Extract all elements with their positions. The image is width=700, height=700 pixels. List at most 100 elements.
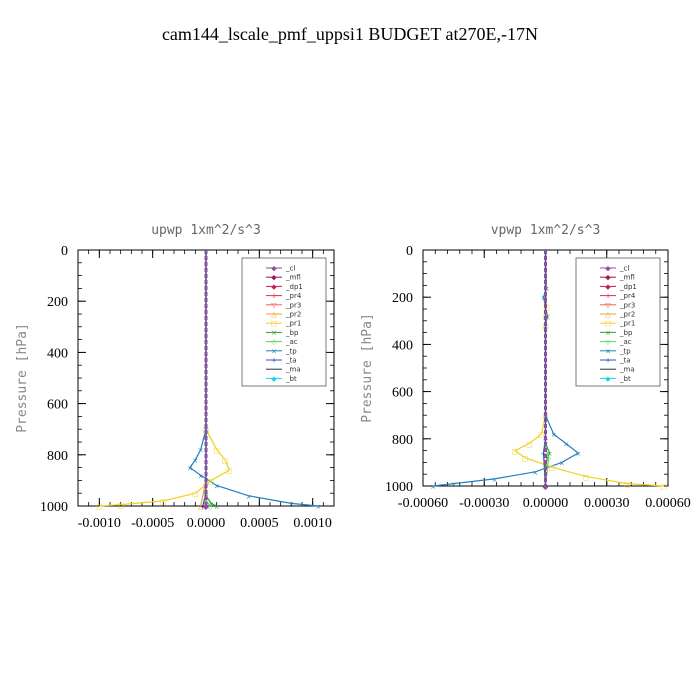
legend-marker: △ (271, 311, 277, 319)
series-marker-pr1: □ (222, 457, 229, 465)
series-marker-tp: × (492, 476, 498, 484)
series-marker-pr1: □ (522, 455, 529, 463)
series-marker-pr1: □ (512, 448, 519, 456)
legend-label: _pr3 (619, 301, 635, 309)
legend-label: _ac (285, 338, 298, 346)
legend-marker: ◆ (605, 274, 611, 282)
legend-marker: ◆ (271, 265, 277, 273)
series-marker-bp: × (214, 503, 220, 511)
y-tick-label: 1000 (385, 480, 413, 495)
series-marker-ac: ◇ (203, 498, 209, 506)
legend-marker: □ (271, 320, 278, 328)
series-marker-tp: × (541, 294, 547, 302)
legend-label: _tp (285, 347, 297, 355)
x-tick-label: -0.0005 (131, 516, 174, 531)
legend-label: _bt (285, 375, 297, 383)
chart-panel-2: vpwp 1xm^2/s^3 Pressure [hPa] 0 200 400 600 80… (360, 223, 691, 511)
series-marker-pr1: □ (213, 447, 220, 455)
legend-label: _pr1 (285, 320, 301, 328)
legend-label: _pr4 (285, 292, 302, 300)
y-tick-label: 800 (392, 433, 413, 448)
series-marker-tp: × (563, 441, 569, 449)
series-marker-dp1: ◆ (203, 503, 209, 511)
x-tick-label: -0.0010 (78, 516, 121, 531)
legend-label: _tp (619, 347, 631, 355)
legend-marker: ◇ (605, 338, 611, 346)
series-marker-bp: × (543, 483, 549, 491)
legend-marker: △ (605, 311, 611, 319)
series-marker-bp: × (208, 500, 214, 508)
legend-marker: ◆ (605, 283, 611, 291)
y-tick-label: 200 (392, 291, 413, 306)
legend-label: _dp1 (285, 283, 303, 291)
x-tick-label: 0.0010 (293, 516, 332, 531)
legend-marker: □ (605, 320, 612, 328)
legend-box (241, 257, 327, 387)
legend-marker: ◆ (271, 375, 277, 383)
legend-label: _ac (619, 338, 632, 346)
y-tick-label: 800 (47, 449, 68, 464)
series-marker-tp: × (551, 431, 557, 439)
legend-marker: + (271, 292, 277, 300)
legend-label: _pr3 (285, 301, 301, 309)
series-marker-pr1: □ (661, 483, 668, 491)
legend-label: _bt (619, 375, 631, 383)
series-marker-tp: × (430, 483, 436, 491)
legend-marker: + (271, 357, 277, 365)
series-marker-tp: × (214, 483, 220, 491)
series-marker-pr2: △ (198, 503, 204, 511)
series-marker-tp: × (575, 450, 581, 458)
legend-marker: ▽ (271, 301, 277, 309)
series-marker-pr1: □ (583, 474, 590, 482)
panel-title: vpwp 1xm^2/s^3 (491, 223, 601, 238)
figure-title: cam144_lscale_pmf_uppsi1 BUDGET at270E,-… (162, 24, 538, 44)
legend-marker: ◆ (605, 375, 611, 383)
legend-marker: × (271, 329, 277, 337)
series-marker-pr1: □ (548, 464, 555, 472)
series-line-tp (433, 249, 580, 487)
series-marker-pr1: □ (208, 477, 215, 485)
series-marker-tp: × (288, 500, 294, 508)
series-marker-mfl: ◆ (543, 483, 549, 491)
legend-marker: ◆ (605, 265, 611, 273)
legend-label: _pr2 (285, 311, 301, 319)
series-marker-tp: × (559, 459, 565, 467)
series-marker-pr1: □ (117, 502, 124, 510)
legend-box (575, 257, 661, 387)
x-tick-label: -0.00060 (398, 496, 448, 511)
legend-label: _ta (619, 357, 631, 365)
series-marker-pr1: □ (624, 481, 631, 489)
legend-marker: ◆ (271, 283, 277, 291)
legend-label: _ta (285, 357, 297, 365)
series-marker-ac: ◇ (208, 503, 214, 511)
series-marker-mfl: ◆ (203, 503, 209, 511)
series-marker-ta: + (541, 450, 547, 458)
x-tick-label: 0.00000 (523, 496, 569, 511)
series-marker-tp: × (187, 465, 193, 473)
y-tick-label: 0 (61, 244, 68, 259)
y-axis-label: Pressure [hPa] (360, 313, 375, 423)
x-tick-label: 0.00060 (645, 496, 691, 511)
legend-label: _ma (619, 366, 635, 374)
series-marker-cl: ◆ (203, 503, 209, 511)
series-marker-ac: ◇ (543, 483, 549, 491)
series-marker-ac: ◇ (546, 455, 552, 463)
series-marker-bp: × (547, 450, 553, 458)
series-marker-tp: × (198, 472, 204, 480)
legend-label: _pr1 (619, 320, 635, 328)
legend-marker: + (605, 292, 611, 300)
legend-marker: - (273, 366, 276, 374)
y-tick-label: 400 (47, 346, 68, 361)
x-tick-label: 0.0000 (187, 516, 226, 531)
legend-label: _bp (619, 329, 633, 337)
series-marker-pr1: □ (160, 498, 167, 506)
legend-marker: × (605, 347, 611, 355)
series-marker-tp: × (545, 313, 551, 321)
series-marker-tp: × (192, 457, 198, 465)
legend-marker: - (607, 366, 610, 374)
panel-title: upwp 1xm^2/s^3 (151, 223, 261, 238)
legend-label: _dp1 (619, 283, 637, 291)
series-marker-dp1: ◆ (543, 483, 549, 491)
series-line-pr1 (99, 250, 231, 507)
